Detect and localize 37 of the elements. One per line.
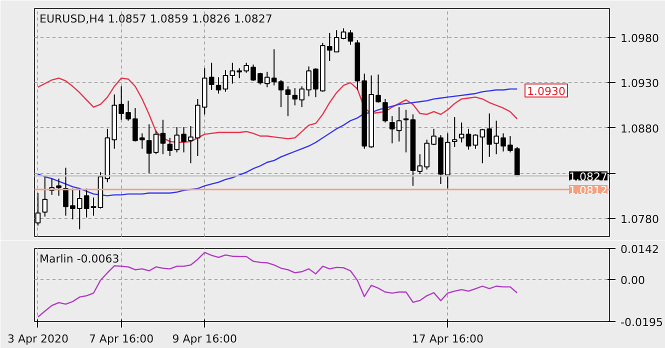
chart-title: EURUSD,H4 1.0857 1.0859 1.0826 1.0827 bbox=[40, 12, 272, 26]
y-tick-label: 0.00 bbox=[620, 274, 645, 287]
y-tick-label: 0.0142 bbox=[620, 243, 659, 256]
candlestick bbox=[278, 79, 284, 108]
chart-title: Marlin -0.0063 bbox=[40, 252, 120, 266]
candlestick bbox=[348, 30, 354, 46]
line-series bbox=[37, 252, 518, 318]
ref-line-label: 1.0827 bbox=[569, 170, 608, 184]
candlestick bbox=[340, 28, 346, 40]
y-tick-label: 1.0880 bbox=[620, 122, 659, 136]
y-tick-label: 1.0780 bbox=[620, 212, 659, 226]
candlestick bbox=[160, 119, 166, 155]
candlestick bbox=[472, 134, 478, 150]
candlestick bbox=[403, 109, 409, 153]
candlestick bbox=[153, 130, 159, 155]
candlestick bbox=[90, 197, 96, 216]
candlestick bbox=[466, 128, 472, 150]
text: 1.0930 bbox=[527, 85, 566, 98]
candlestick bbox=[222, 70, 228, 92]
y-tick-label: 1.0980 bbox=[620, 32, 659, 45]
candlestick bbox=[382, 98, 388, 123]
y-tick-label: -0.0195 bbox=[620, 316, 663, 329]
candlestick bbox=[452, 116, 458, 148]
candlestick bbox=[56, 178, 62, 196]
x-tick-label: 7 Apr 16:00 bbox=[88, 332, 154, 346]
candlestick bbox=[42, 175, 48, 218]
ref-line-label: 1.0812 bbox=[569, 184, 608, 197]
y-tick-label: 1.0930 bbox=[620, 77, 659, 90]
candlestick bbox=[458, 122, 464, 143]
candlestick bbox=[35, 192, 41, 226]
line-series bbox=[37, 88, 518, 196]
candlestick bbox=[285, 86, 291, 117]
x-tick-label: 17 Apr 16:00 bbox=[412, 332, 484, 346]
x-tick-label: 9 Apr 16:00 bbox=[172, 332, 238, 346]
x-tick-label: 3 Apr 2020 bbox=[7, 332, 68, 346]
candlestick bbox=[216, 76, 222, 94]
candlestick bbox=[146, 124, 152, 174]
